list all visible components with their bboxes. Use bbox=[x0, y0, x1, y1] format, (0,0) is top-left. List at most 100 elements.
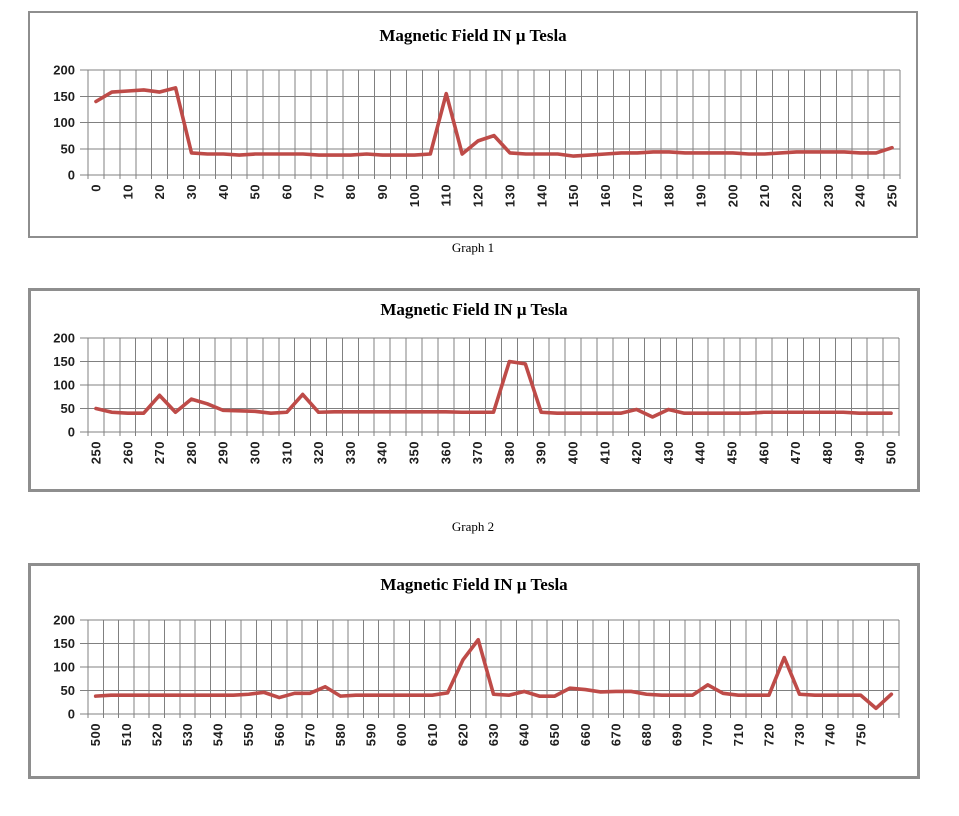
svg-text:100: 100 bbox=[53, 660, 75, 675]
svg-text:110: 110 bbox=[439, 184, 454, 206]
svg-text:370: 370 bbox=[470, 441, 485, 464]
svg-text:500: 500 bbox=[884, 441, 899, 464]
svg-text:440: 440 bbox=[693, 441, 708, 464]
svg-text:420: 420 bbox=[629, 441, 644, 464]
svg-text:210: 210 bbox=[757, 184, 772, 207]
svg-text:600: 600 bbox=[394, 723, 409, 746]
svg-text:280: 280 bbox=[184, 441, 199, 464]
svg-text:500: 500 bbox=[88, 723, 103, 746]
svg-text:200: 200 bbox=[53, 613, 75, 628]
svg-text:30: 30 bbox=[184, 184, 199, 199]
svg-text:580: 580 bbox=[333, 723, 348, 746]
svg-text:690: 690 bbox=[670, 723, 685, 746]
svg-text:190: 190 bbox=[693, 184, 708, 207]
svg-text:250: 250 bbox=[885, 184, 900, 207]
svg-text:480: 480 bbox=[820, 441, 835, 464]
svg-text:0: 0 bbox=[68, 168, 75, 183]
svg-text:0: 0 bbox=[68, 425, 75, 440]
svg-text:540: 540 bbox=[211, 723, 226, 746]
series-line bbox=[94, 86, 894, 158]
svg-text:390: 390 bbox=[534, 441, 549, 464]
svg-text:710: 710 bbox=[731, 723, 746, 746]
svg-text:730: 730 bbox=[792, 723, 807, 746]
svg-text:50: 50 bbox=[61, 401, 75, 416]
svg-text:60: 60 bbox=[280, 184, 295, 199]
svg-text:170: 170 bbox=[630, 184, 645, 207]
svg-text:350: 350 bbox=[406, 441, 421, 464]
svg-text:680: 680 bbox=[639, 723, 654, 746]
svg-text:300: 300 bbox=[247, 441, 262, 464]
svg-text:100: 100 bbox=[53, 115, 75, 130]
chart-caption-2: Graph 2 bbox=[451, 519, 495, 534]
svg-text:150: 150 bbox=[566, 184, 581, 207]
svg-text:340: 340 bbox=[375, 441, 390, 464]
chart-plot-2: 0 50 100 150 200 250 260 270 280 290 300 310 320 330 3… bbox=[53, 331, 900, 464]
svg-text:160: 160 bbox=[598, 184, 613, 207]
svg-text:310: 310 bbox=[279, 441, 294, 464]
svg-text:20: 20 bbox=[152, 184, 167, 199]
chart-plot-1: 0 50 100 150 200 0 10 20 30 40 50 60 70 80 90 100 110 120… bbox=[53, 63, 901, 207]
chart-frame-3: Magnetic Field IN µ Tesla 0 50 100 150 200 50… bbox=[28, 563, 920, 779]
svg-text:250: 250 bbox=[88, 441, 103, 464]
svg-text:550: 550 bbox=[241, 723, 256, 746]
svg-text:0: 0 bbox=[88, 184, 103, 192]
svg-text:10: 10 bbox=[120, 184, 135, 199]
svg-text:450: 450 bbox=[725, 441, 740, 464]
svg-text:470: 470 bbox=[788, 441, 803, 464]
svg-text:430: 430 bbox=[661, 441, 676, 464]
chart-title: Magnetic Field IN µ Tesla bbox=[380, 575, 568, 594]
svg-text:400: 400 bbox=[566, 441, 581, 464]
svg-text:650: 650 bbox=[547, 723, 562, 746]
svg-text:120: 120 bbox=[471, 184, 486, 207]
svg-text:260: 260 bbox=[120, 441, 135, 464]
svg-text:100: 100 bbox=[407, 184, 422, 207]
svg-text:290: 290 bbox=[216, 441, 231, 464]
svg-text:200: 200 bbox=[725, 184, 740, 207]
svg-text:490: 490 bbox=[852, 441, 867, 464]
svg-text:530: 530 bbox=[180, 723, 195, 746]
svg-text:630: 630 bbox=[486, 723, 501, 746]
svg-text:560: 560 bbox=[272, 723, 287, 746]
chart-title: Magnetic Field IN µ Tesla bbox=[380, 300, 568, 319]
svg-text:100: 100 bbox=[53, 378, 75, 393]
svg-text:200: 200 bbox=[53, 331, 75, 346]
svg-text:670: 670 bbox=[608, 723, 623, 746]
svg-text:620: 620 bbox=[455, 723, 470, 746]
svg-text:360: 360 bbox=[438, 441, 453, 464]
chart-frame-1: Magnetic Field IN µ Tesla 0 50 100 150 200 0 1… bbox=[28, 11, 918, 238]
svg-text:270: 270 bbox=[152, 441, 167, 464]
svg-text:130: 130 bbox=[502, 184, 517, 207]
svg-text:640: 640 bbox=[517, 723, 532, 746]
svg-text:90: 90 bbox=[375, 184, 390, 199]
svg-text:610: 610 bbox=[425, 723, 440, 746]
svg-text:380: 380 bbox=[502, 441, 517, 464]
svg-text:150: 150 bbox=[53, 89, 75, 104]
chart-plot-3: 0 50 100 150 200 500 510 520 530 540 550 560 570 580 5… bbox=[53, 613, 900, 746]
svg-text:220: 220 bbox=[789, 184, 804, 207]
svg-text:700: 700 bbox=[700, 723, 715, 746]
svg-text:740: 740 bbox=[823, 723, 838, 746]
svg-text:240: 240 bbox=[853, 184, 868, 207]
svg-text:720: 720 bbox=[761, 723, 776, 746]
svg-text:180: 180 bbox=[662, 184, 677, 207]
svg-text:590: 590 bbox=[364, 723, 379, 746]
svg-text:0: 0 bbox=[68, 707, 75, 722]
series-line bbox=[93, 637, 894, 711]
svg-text:150: 150 bbox=[53, 354, 75, 369]
svg-text:570: 570 bbox=[302, 723, 317, 746]
chart-caption-1: Graph 1 bbox=[451, 240, 495, 255]
svg-text:200: 200 bbox=[53, 63, 75, 78]
svg-text:330: 330 bbox=[343, 441, 358, 464]
svg-text:320: 320 bbox=[311, 441, 326, 464]
svg-text:230: 230 bbox=[821, 184, 836, 207]
svg-text:50: 50 bbox=[61, 141, 75, 156]
chart-title: Magnetic Field IN µ Tesla bbox=[379, 26, 567, 45]
svg-text:70: 70 bbox=[311, 184, 326, 199]
svg-text:520: 520 bbox=[149, 723, 164, 746]
svg-text:410: 410 bbox=[597, 441, 612, 464]
svg-text:660: 660 bbox=[578, 723, 593, 746]
svg-text:150: 150 bbox=[53, 636, 75, 651]
series-line bbox=[94, 359, 893, 419]
svg-text:50: 50 bbox=[61, 683, 75, 698]
